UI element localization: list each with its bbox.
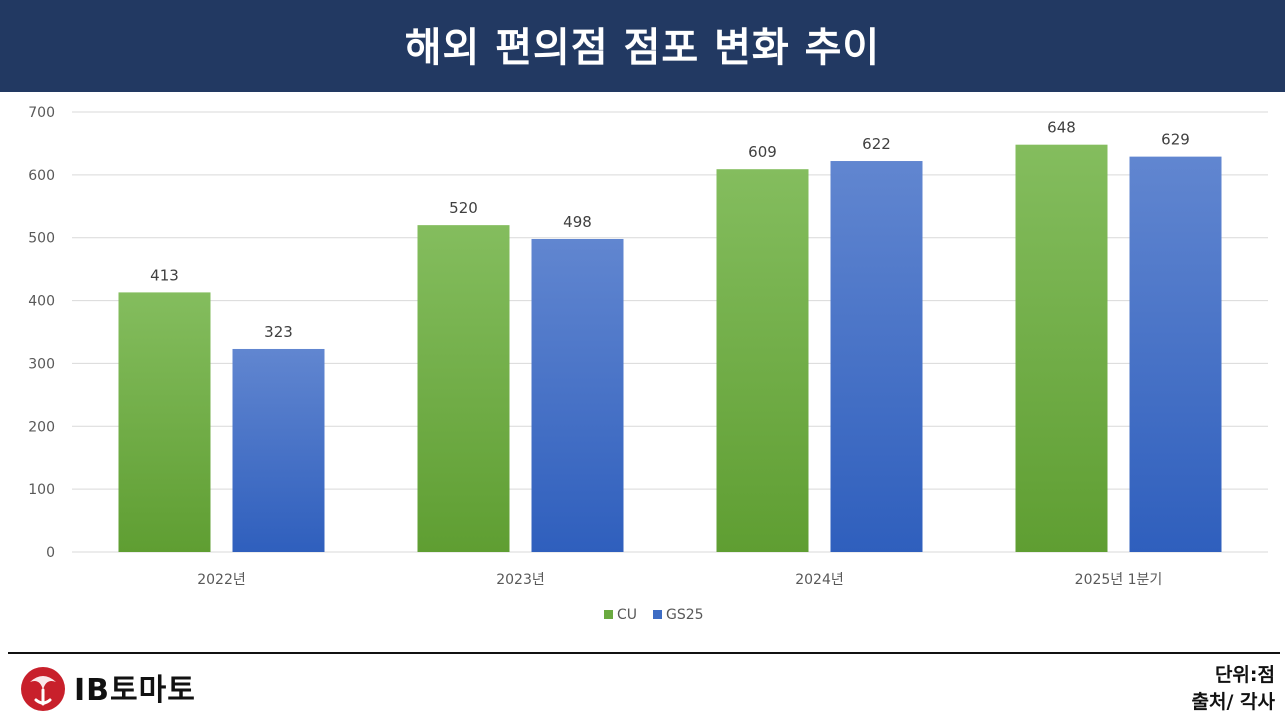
x-tick-label: 2022년 [197, 572, 246, 588]
footer-divider [8, 652, 1280, 654]
bar-gs25-3 [1129, 156, 1222, 552]
y-tick-label: 400 [28, 294, 55, 310]
data-label: 648 [1047, 119, 1076, 137]
bar-gs25-1 [531, 238, 624, 552]
bar-cu-3 [1015, 144, 1108, 552]
data-label: 622 [862, 135, 891, 153]
data-label: 520 [449, 199, 478, 217]
bar-chart: 0 100 200 300 400 500 600 700 413 323 2022년 520 498 2… [28, 105, 1268, 623]
title-banner: 해외 편의점 점포 변화 추이 [0, 0, 1285, 92]
bar-cu-2 [716, 169, 809, 552]
logo-text: IB토마토 [74, 673, 196, 708]
unit-label: 단위:점 [1214, 664, 1275, 686]
y-tick-label: 300 [28, 356, 55, 372]
bar-cu-0 [118, 292, 211, 552]
bar-gs25-0 [232, 348, 325, 552]
tomato-logo-icon [21, 667, 65, 711]
data-label: 323 [264, 323, 293, 341]
x-tick-label: 2023년 [496, 572, 545, 588]
legend-label-cu: CU [617, 607, 637, 623]
data-label: 609 [748, 143, 777, 161]
y-tick-label: 100 [28, 482, 55, 498]
legend-swatch-cu [604, 610, 613, 619]
page-title: 해외 편의점 점포 변화 추이 [404, 25, 881, 71]
y-tick-label: 600 [28, 168, 55, 184]
source-label: 출처/ 각사 [1191, 691, 1275, 713]
y-tick-label: 700 [28, 105, 55, 121]
legend-label-gs25: GS25 [666, 607, 704, 623]
x-tick-label: 2025년 1분기 [1075, 572, 1163, 588]
data-label: 498 [563, 213, 592, 231]
bar-cu-1 [417, 225, 510, 552]
y-tick-label: 500 [28, 231, 55, 247]
logo: IB토마토 [16, 660, 196, 714]
data-label: 413 [150, 266, 179, 284]
legend-swatch-gs25 [653, 610, 662, 619]
chart-meta: 단위:점 출처/ 각사 [1192, 662, 1275, 716]
data-label: 629 [1161, 131, 1190, 149]
bar-gs25-2 [830, 161, 923, 552]
x-tick-label: 2024년 [795, 572, 844, 588]
y-tick-label: 200 [28, 419, 55, 435]
y-tick-label: 0 [46, 545, 55, 561]
